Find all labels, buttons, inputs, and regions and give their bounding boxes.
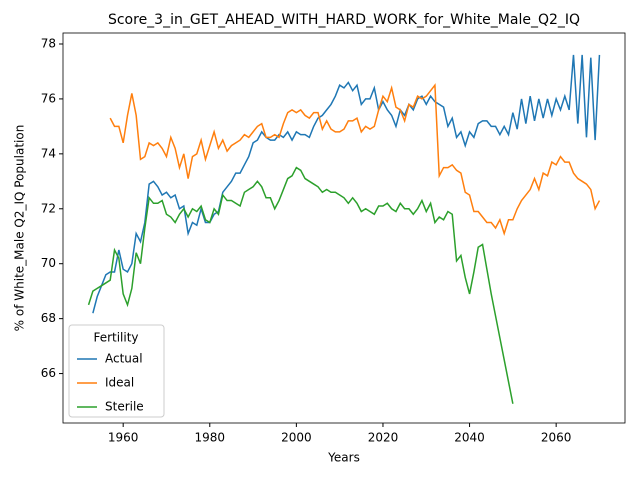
legend-label: Actual [105, 352, 143, 366]
x-tick-label: 1980 [195, 431, 226, 445]
y-tick-label: 76 [41, 91, 56, 105]
legend-title: Fertility [93, 331, 138, 345]
chart-title: Score_3_in_GET_AHEAD_WITH_HARD_WORK_for_… [108, 12, 580, 28]
legend-box [68, 324, 165, 418]
x-tick-label: 2040 [454, 431, 485, 445]
y-axis-label: % of White_Male Q2_IQ Population [13, 125, 27, 332]
x-tick-label: 1960 [108, 431, 139, 445]
line [87, 166, 514, 404]
x-axis-label: Years [327, 451, 360, 465]
legend-label: Sterile [105, 400, 144, 414]
x-tick-label: 2000 [281, 431, 312, 445]
y-tick-label: 74 [41, 146, 56, 160]
legend-label: Ideal [105, 376, 134, 390]
x-tick-label: 2060 [541, 431, 572, 445]
line [92, 54, 601, 314]
y-tick-label: 78 [41, 36, 56, 50]
y-tick-label: 70 [41, 256, 56, 270]
line [109, 83, 601, 236]
y-tick-label: 68 [41, 311, 56, 325]
x-tick-label: 2020 [368, 431, 399, 445]
y-tick-label: 72 [41, 201, 56, 215]
y-tick-label: 66 [41, 366, 56, 380]
plot-frame [62, 32, 626, 424]
